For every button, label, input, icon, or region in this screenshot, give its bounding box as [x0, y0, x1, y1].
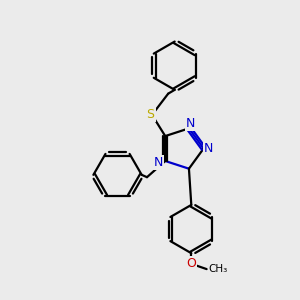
- Text: N: N: [186, 117, 195, 130]
- Text: O: O: [186, 257, 196, 270]
- Text: N: N: [154, 156, 164, 169]
- Text: CH₃: CH₃: [208, 264, 227, 274]
- Text: S: S: [146, 108, 154, 121]
- Text: N: N: [204, 142, 214, 155]
